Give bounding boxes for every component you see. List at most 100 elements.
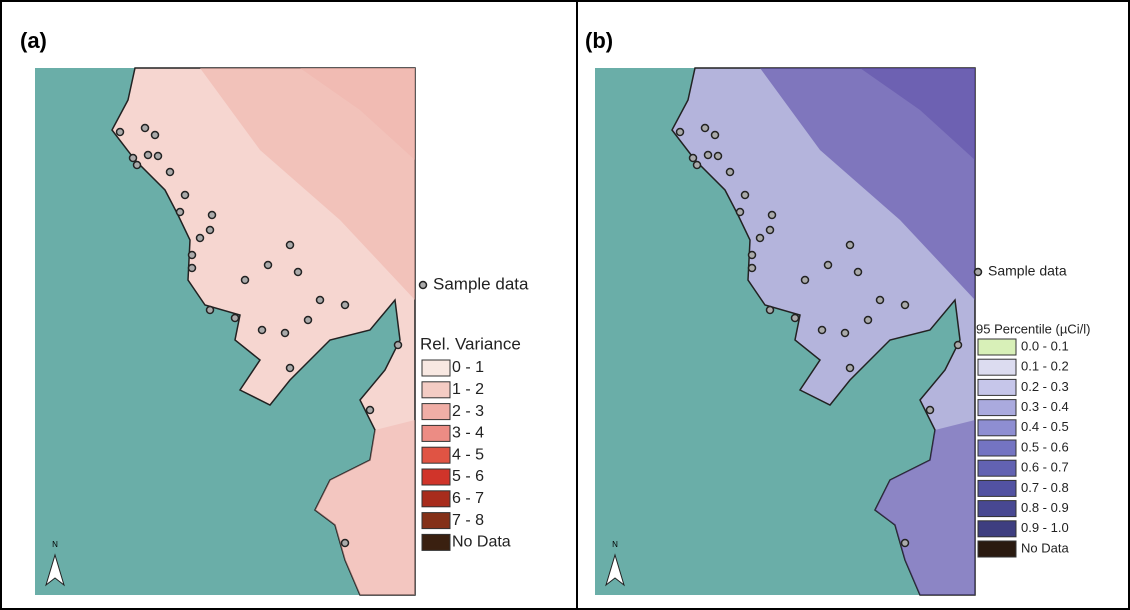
land-shade xyxy=(300,68,415,160)
sample-point xyxy=(132,160,142,170)
sample-point xyxy=(863,315,873,325)
legend-item-label: 2 - 3 xyxy=(452,403,484,420)
land-shade xyxy=(760,68,975,300)
north-label: N xyxy=(52,540,58,549)
legend-item-label: 0.2 - 0.3 xyxy=(1021,379,1069,394)
sample-point xyxy=(755,233,765,243)
sample-point xyxy=(207,210,217,220)
legend-swatch xyxy=(977,479,1017,497)
sample-point xyxy=(767,210,777,220)
sample-point xyxy=(823,260,833,270)
map: N xyxy=(35,67,416,596)
sample-point xyxy=(205,225,215,235)
sample-point xyxy=(115,127,125,137)
legend-item-label: 0.4 - 0.5 xyxy=(1021,419,1069,434)
legend-swatch xyxy=(421,403,451,421)
legend-item-label: 5 - 6 xyxy=(452,468,484,485)
sample-point xyxy=(153,151,163,161)
legend-item-label: 0.5 - 0.6 xyxy=(1021,439,1069,454)
sample-point xyxy=(853,267,863,277)
sample-point xyxy=(703,150,713,160)
legend-swatch xyxy=(421,512,451,530)
panel-label: (b) xyxy=(585,28,613,53)
land-shade xyxy=(200,68,415,300)
legend-item-label: 3 - 4 xyxy=(452,425,484,442)
north-label: N xyxy=(612,540,618,549)
sample-point xyxy=(195,233,205,243)
sample-point xyxy=(900,300,910,310)
legend-swatch xyxy=(977,540,1017,558)
legend-swatch xyxy=(421,533,451,551)
sample-point xyxy=(340,538,350,548)
legend-item-label: 6 - 7 xyxy=(452,490,484,507)
sample-point xyxy=(713,151,723,161)
legend-swatch xyxy=(977,399,1017,417)
sample-point xyxy=(303,315,313,325)
legend-swatch xyxy=(977,378,1017,396)
sample-point xyxy=(692,160,702,170)
north-arrow xyxy=(45,553,65,587)
sample-point xyxy=(840,328,850,338)
sample-point xyxy=(150,130,160,140)
sample-point xyxy=(187,263,197,273)
sample-point xyxy=(140,123,150,133)
sample-point xyxy=(205,305,215,315)
legend-swatch xyxy=(421,490,451,508)
sample-point xyxy=(280,328,290,338)
legend-swatch xyxy=(977,459,1017,477)
sample-point xyxy=(187,250,197,260)
sample-point xyxy=(263,260,273,270)
legend-item-label: 7 - 8 xyxy=(452,512,484,529)
legend-swatch xyxy=(977,419,1017,437)
sample-point xyxy=(175,207,185,217)
sample-point xyxy=(393,340,403,350)
sample-point xyxy=(845,363,855,373)
sample-point xyxy=(900,538,910,548)
legend-swatch xyxy=(977,338,1017,356)
land-shade xyxy=(315,420,415,595)
sample-point xyxy=(285,363,295,373)
panel-label: (a) xyxy=(20,28,47,53)
legend-item-label: 0.8 - 0.9 xyxy=(1021,500,1069,515)
sample-point xyxy=(925,405,935,415)
sample-point xyxy=(675,127,685,137)
sample-point xyxy=(725,167,735,177)
legend-item-label: 0.9 - 1.0 xyxy=(1021,520,1069,535)
legend-item-label: 1 - 2 xyxy=(452,381,484,398)
sample-point xyxy=(240,275,250,285)
land-shade xyxy=(860,68,975,160)
sample-point xyxy=(710,130,720,140)
sample-point xyxy=(845,240,855,250)
legend-swatch xyxy=(977,439,1017,457)
legend-item-label: 0.7 - 0.8 xyxy=(1021,480,1069,495)
legend-item-label: 0.3 - 0.4 xyxy=(1021,399,1069,414)
legend-item-label: 0 - 1 xyxy=(452,359,484,376)
legend-sample-label: Sample data xyxy=(433,274,529,293)
map: N xyxy=(595,67,976,596)
sample-point xyxy=(165,167,175,177)
legend-swatch xyxy=(421,446,451,464)
sample-point xyxy=(700,123,710,133)
sample-point xyxy=(365,405,375,415)
land-shade xyxy=(875,420,975,595)
legend-item-label: 4 - 5 xyxy=(452,446,484,463)
legend-swatch xyxy=(977,500,1017,518)
sample-point xyxy=(765,305,775,315)
sample-point xyxy=(340,300,350,310)
sample-point xyxy=(747,250,757,260)
legend-item-label: No Data xyxy=(452,534,511,551)
sample-point xyxy=(315,295,325,305)
legend-swatch xyxy=(421,381,451,399)
north-arrow xyxy=(605,553,625,587)
legend-item-label: 0.0 - 0.1 xyxy=(1021,338,1069,353)
sample-point xyxy=(747,263,757,273)
sample-point xyxy=(875,295,885,305)
sample-point xyxy=(285,240,295,250)
legend-title: Rel. Variance xyxy=(420,334,521,353)
legend-sample-marker xyxy=(418,280,428,290)
sample-point xyxy=(293,267,303,277)
sample-point xyxy=(765,225,775,235)
legend-item-label: 0.6 - 0.7 xyxy=(1021,460,1069,475)
sample-point xyxy=(180,190,190,200)
